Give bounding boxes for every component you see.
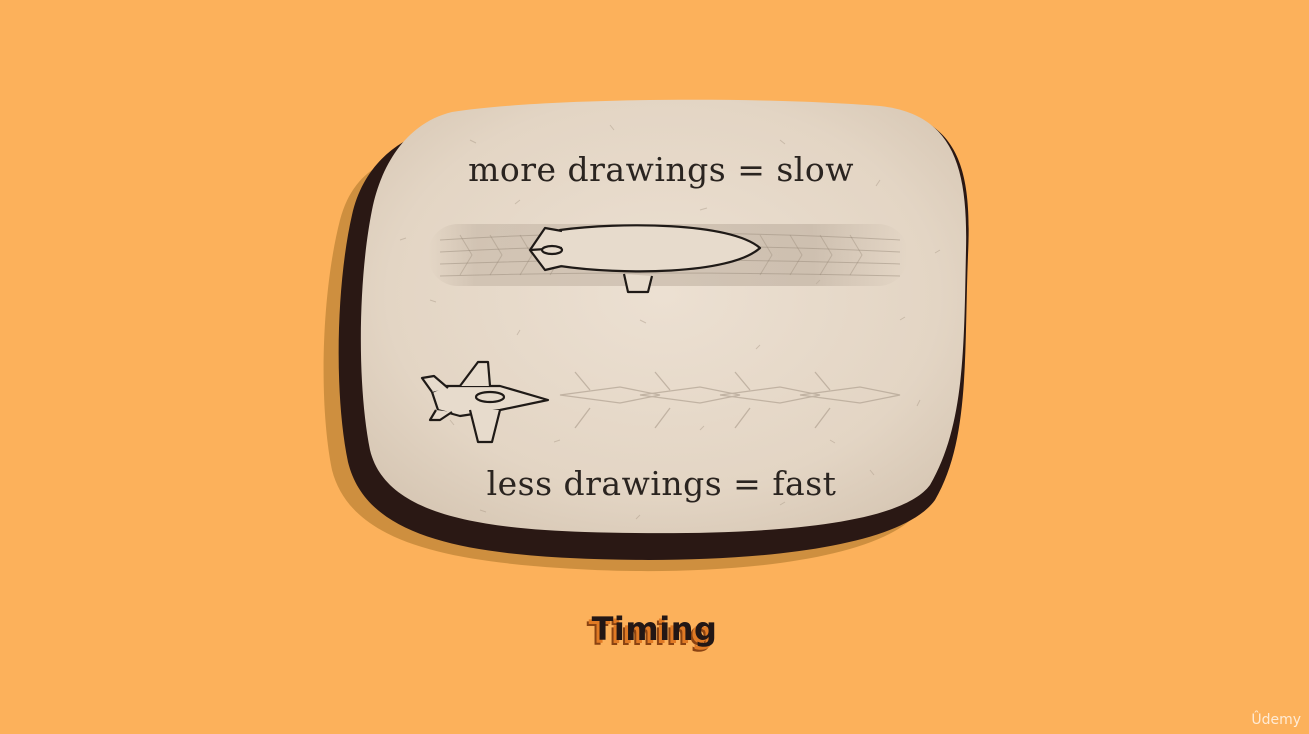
slide-title: Timing <box>0 610 1309 648</box>
slow-caption: more drawings = slow <box>0 150 1309 189</box>
fast-caption: less drawings = fast <box>0 464 1309 503</box>
udemy-watermark: Ûdemy <box>1251 712 1301 728</box>
